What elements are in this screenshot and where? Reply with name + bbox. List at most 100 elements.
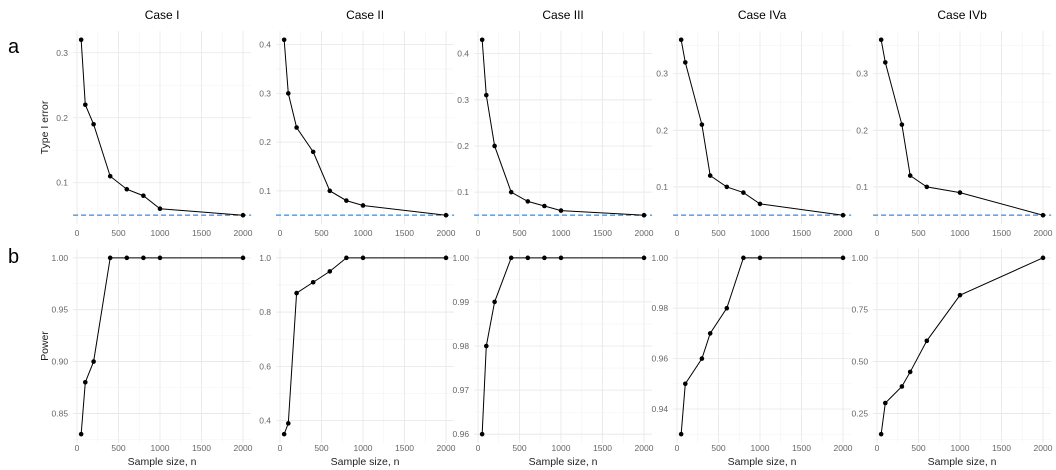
panel-a-2: 0 500 1000 1500 2000 0.1 0.2 0.3 0.4 Case II [259,8,455,238]
data-point [83,102,88,108]
panel-b-1: 0 500 1000 1500 2000 0.85 0.90 0.95 1.00 Sample s… [39,249,253,468]
data-point [294,125,299,130]
data-point [957,190,963,195]
data-point [508,255,514,261]
series-line [481,257,644,435]
x-tick-label: 2000 [635,228,654,238]
data-point [492,143,497,149]
x-tick-label: 1500 [792,443,811,453]
series-line [283,39,447,216]
series-line [481,39,645,216]
panel-title: Case IVa [738,8,787,22]
x-tick-label: 2000 [1034,443,1053,453]
y-tick-label: 1.00 [652,253,669,263]
y-tick-label: 0.99 [453,297,470,307]
y-tick-label: 0.2 [656,125,668,135]
x-axis-label: Sample size, n [728,456,797,468]
data-point [757,201,763,207]
x-tick-label: 1000 [552,443,571,453]
x-tick-label: 0 [278,228,283,238]
x-tick-label: 1500 [593,443,612,453]
data-point [492,299,497,305]
data-point [124,255,130,261]
x-axis-label: Sample size, n [928,456,997,468]
data-point [484,92,489,98]
data-point [240,255,246,261]
x-tick-label: 1500 [992,443,1011,453]
y-tick-label: 0.1 [656,182,668,192]
x-tick-label: 0 [476,228,481,238]
y-tick-label: 0.3 [259,88,271,98]
x-tick-label: 2000 [834,228,853,238]
x-tick-label: 1000 [354,228,373,238]
y-tick-label: 0.97 [453,385,470,395]
panel-title: Case III [542,8,583,22]
panel-title: Case II [346,8,384,22]
y-axis-label: Power [39,331,51,361]
data-point [899,122,905,127]
x-tick-label: 0 [675,228,680,238]
data-point [240,212,246,218]
x-axis-label: Sample size, n [331,456,400,468]
y-axis-label: Type I error [39,100,51,154]
y-tick-label: 0.3 [457,95,469,105]
data-point [360,255,366,261]
data-point [683,60,688,65]
x-tick-label: 500 [911,228,925,238]
y-tick-label: 0.95 [52,305,69,315]
data-point [741,190,746,195]
y-tick-label: 0.4 [259,40,271,50]
x-tick-label: 1000 [751,443,770,453]
data-point [344,198,349,203]
panel-b-3: 0 500 1000 1500 2000 0.96 0.97 0.98 0.99 1.00 Samp… [453,249,654,468]
x-tick-label: 2000 [437,228,456,238]
x-tick-label: 0 [75,228,80,238]
data-point [281,37,287,43]
x-tick-label: 0 [875,443,880,453]
series-line [680,39,844,216]
x-tick-label: 0 [75,443,80,453]
y-tick-label: 0.96 [652,354,669,364]
x-tick-label: 1500 [792,228,811,238]
data-point [883,400,888,406]
data-point [1040,255,1046,261]
y-tick-label: 0.1 [856,182,868,192]
data-point [683,381,688,387]
data-point [360,203,366,208]
x-tick-label: 500 [512,228,526,238]
panel-title: Case IVb [937,8,987,22]
x-axis-label: Sample size, n [529,456,598,468]
data-point [957,292,963,298]
x-tick-label: 500 [111,443,125,453]
data-point [907,173,913,178]
data-point [78,431,84,437]
x-tick-label: 500 [711,228,725,238]
data-point [741,255,746,261]
data-point [443,212,449,218]
data-point [479,431,485,437]
data-point [141,193,146,199]
x-tick-label: 500 [314,228,328,238]
series-line [80,39,244,216]
data-point [479,37,485,43]
x-axis-label: Sample size, n [128,456,197,468]
panel-a-4: 0 500 1000 1500 2000 0.1 0.2 0.3 Case IVa [656,8,852,238]
y-tick-label: 1.00 [852,253,869,263]
data-point [542,255,547,261]
data-point [878,37,884,43]
series-line [80,257,243,435]
data-point [558,208,564,213]
data-point [641,255,647,261]
y-tick-label: 0.3 [56,48,68,58]
x-tick-label: 1000 [151,228,170,238]
y-tick-label: 0.2 [56,113,68,123]
x-tick-label: 2000 [437,443,456,453]
data-point [327,269,333,274]
y-tick-label: 0.50 [852,357,869,367]
x-tick-label: 2000 [635,443,654,453]
data-point [757,255,763,261]
x-tick-label: 0 [278,443,283,453]
x-tick-label: 1000 [751,228,770,238]
data-point [83,380,88,385]
